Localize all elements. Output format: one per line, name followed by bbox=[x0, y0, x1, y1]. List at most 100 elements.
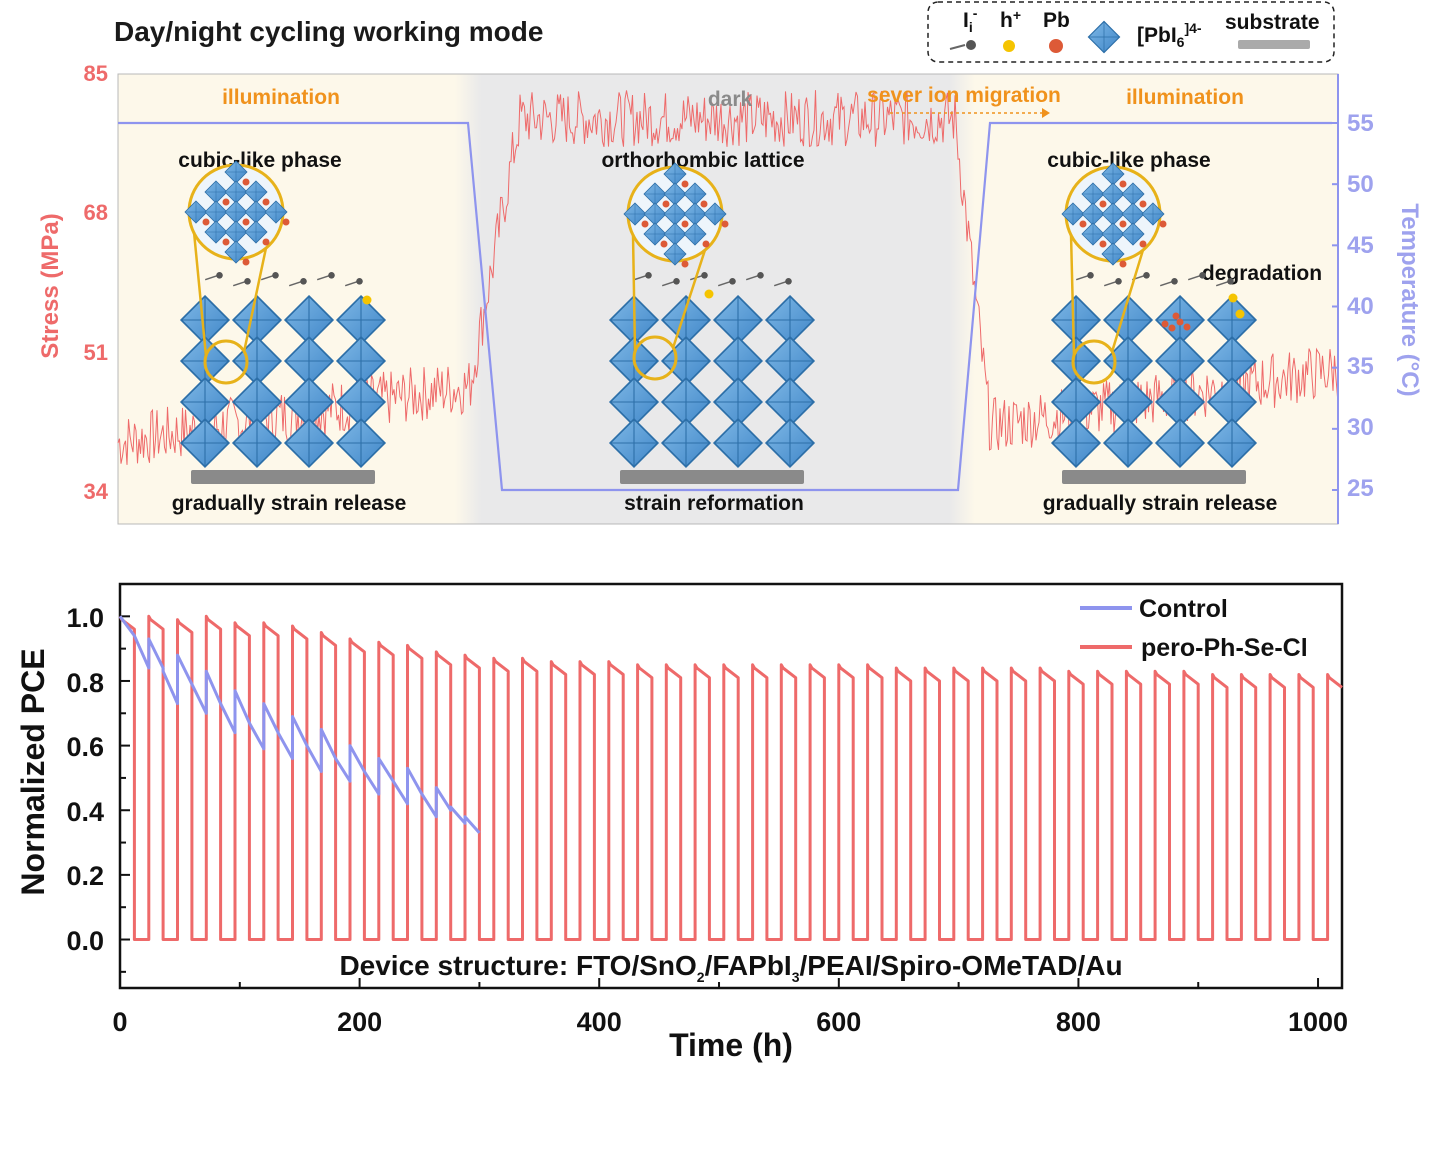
zoom-connector bbox=[1110, 249, 1145, 353]
substrate-icon bbox=[1238, 40, 1310, 49]
lattice-illustrations bbox=[180, 160, 1257, 484]
highlight-circle bbox=[1071, 339, 1117, 385]
lead-cluster bbox=[1168, 324, 1176, 332]
phase-label-ion-migration: sever ion migration bbox=[867, 84, 1061, 107]
hole-particle bbox=[1228, 293, 1238, 303]
lead-atom bbox=[1159, 220, 1167, 228]
lattice-right bbox=[1051, 162, 1257, 484]
lattice-middle bbox=[609, 162, 815, 484]
legend-label-octahedron: [PbI6]4- bbox=[1137, 20, 1202, 50]
migration-arrowhead bbox=[1042, 108, 1050, 118]
top-title: Day/night cycling working mode bbox=[114, 16, 543, 47]
y-tick-0.4: 0.4 bbox=[66, 797, 104, 827]
x-tick-1000: 1000 bbox=[1288, 1007, 1348, 1037]
lead-icon bbox=[1049, 39, 1063, 53]
temperature-axis: 55 50 45 40 35 30 25 Temperature (°C) bbox=[1332, 74, 1423, 524]
lead-atom bbox=[242, 218, 250, 226]
pce-plot-frame bbox=[118, 582, 1344, 990]
hole-particle bbox=[1235, 309, 1245, 319]
lead-cluster bbox=[1183, 323, 1191, 331]
phase-label-dark: dark bbox=[708, 88, 753, 111]
label-cubic-right: cubic-like phase bbox=[1047, 149, 1210, 172]
y-tick-0.6: 0.6 bbox=[66, 732, 104, 762]
zoom-connector bbox=[192, 231, 208, 357]
top-legend: Ii- h+ Pb [PbI6]4- substrate bbox=[927, 1, 1335, 63]
x-axis-label: Time (h) bbox=[669, 1027, 793, 1063]
x-tick-400: 400 bbox=[577, 1007, 622, 1037]
label-orthorhombic: orthorhombic lattice bbox=[601, 149, 804, 172]
lead-atom bbox=[641, 220, 649, 228]
substrate-block bbox=[191, 470, 375, 484]
lattice-left bbox=[180, 160, 386, 484]
temperature-axis-label: Temperature (°C) bbox=[1396, 203, 1423, 396]
temp-tick-30: 30 bbox=[1347, 414, 1374, 441]
lead-atom bbox=[222, 238, 230, 246]
highlight-circle bbox=[203, 339, 249, 385]
x-tick-0: 0 bbox=[112, 1007, 127, 1037]
x-tick-800: 800 bbox=[1056, 1007, 1101, 1037]
lead-atom bbox=[282, 218, 290, 226]
lead-atom bbox=[262, 198, 270, 206]
lead-atom bbox=[702, 240, 710, 248]
lead-cluster bbox=[1161, 320, 1169, 328]
legend-label-substrate: substrate bbox=[1225, 11, 1320, 34]
lead-cluster bbox=[1172, 312, 1180, 320]
legend-label-iodide: Ii- bbox=[963, 5, 978, 35]
lead-atom bbox=[700, 200, 708, 208]
lead-atom bbox=[1139, 240, 1147, 248]
temp-tick-55: 55 bbox=[1347, 110, 1374, 137]
stress-tick-34: 34 bbox=[84, 479, 109, 504]
lead-atom bbox=[1139, 200, 1147, 208]
hole-particle bbox=[704, 289, 714, 299]
phase-label-illumination-left: illumination bbox=[222, 86, 340, 109]
hole-particle bbox=[362, 295, 372, 305]
substrate-block bbox=[1062, 470, 1246, 484]
lead-atom bbox=[1099, 200, 1107, 208]
temp-tick-35: 35 bbox=[1347, 353, 1374, 380]
stress-axis-label: Stress (MPa) bbox=[37, 213, 64, 358]
legend-label-control: Control bbox=[1139, 595, 1228, 623]
stress-tick-51: 51 bbox=[84, 340, 108, 365]
stress-axis: 85 68 51 34 Stress (MPa) bbox=[37, 61, 109, 504]
lead-atom bbox=[721, 220, 729, 228]
series-line-pero-ph-se-cl bbox=[118, 614, 1343, 941]
y-tick-0.8: 0.8 bbox=[66, 668, 104, 698]
zoom-connector bbox=[242, 247, 268, 353]
x-tick-600: 600 bbox=[816, 1007, 861, 1037]
zoom-connector bbox=[631, 233, 637, 353]
lead-cluster bbox=[1176, 318, 1184, 326]
series-line-control bbox=[118, 615, 481, 834]
zoom-connector bbox=[671, 249, 707, 349]
lead-atom bbox=[1119, 260, 1127, 268]
temp-tick-50: 50 bbox=[1347, 171, 1374, 198]
lead-atom bbox=[662, 200, 670, 208]
dark-background bbox=[455, 74, 975, 524]
hole-icon bbox=[1003, 40, 1015, 52]
stress-tick-68: 68 bbox=[84, 200, 108, 225]
legend-label-hole: h+ bbox=[1000, 7, 1021, 32]
temperature-trace bbox=[118, 121, 1332, 492]
phase-label-illumination-right: illumination bbox=[1126, 86, 1244, 109]
lead-atom bbox=[242, 178, 250, 186]
y-tick-1.0: 1.0 bbox=[66, 603, 104, 633]
x-tick-200: 200 bbox=[337, 1007, 382, 1037]
legend-frame bbox=[927, 1, 1335, 63]
zoom-connector bbox=[1069, 233, 1076, 357]
lead-atom bbox=[660, 240, 668, 248]
legend-label-pero: pero-Ph-Se-Cl bbox=[1141, 634, 1308, 662]
lead-atom bbox=[222, 198, 230, 206]
temp-tick-25: 25 bbox=[1347, 475, 1374, 502]
legend-label-lead: Pb bbox=[1043, 9, 1070, 32]
label-degradation: degradation bbox=[1202, 262, 1322, 285]
label-strain-release-left: gradually strain release bbox=[172, 492, 407, 515]
y-axis-label: Normalized PCE bbox=[15, 648, 51, 895]
y-tick-0.2: 0.2 bbox=[66, 861, 104, 891]
lead-atom bbox=[202, 218, 210, 226]
stress-tick-85: 85 bbox=[84, 61, 108, 86]
label-strain-release-right: gradually strain release bbox=[1043, 492, 1278, 515]
lead-atom bbox=[681, 260, 689, 268]
y-tick-0.0: 0.0 bbox=[66, 926, 104, 956]
highlight-circle bbox=[632, 335, 678, 381]
device-structure-annotation: Device structure: FTO/SnO2/FAPbI3/PEAI/S… bbox=[339, 950, 1122, 985]
